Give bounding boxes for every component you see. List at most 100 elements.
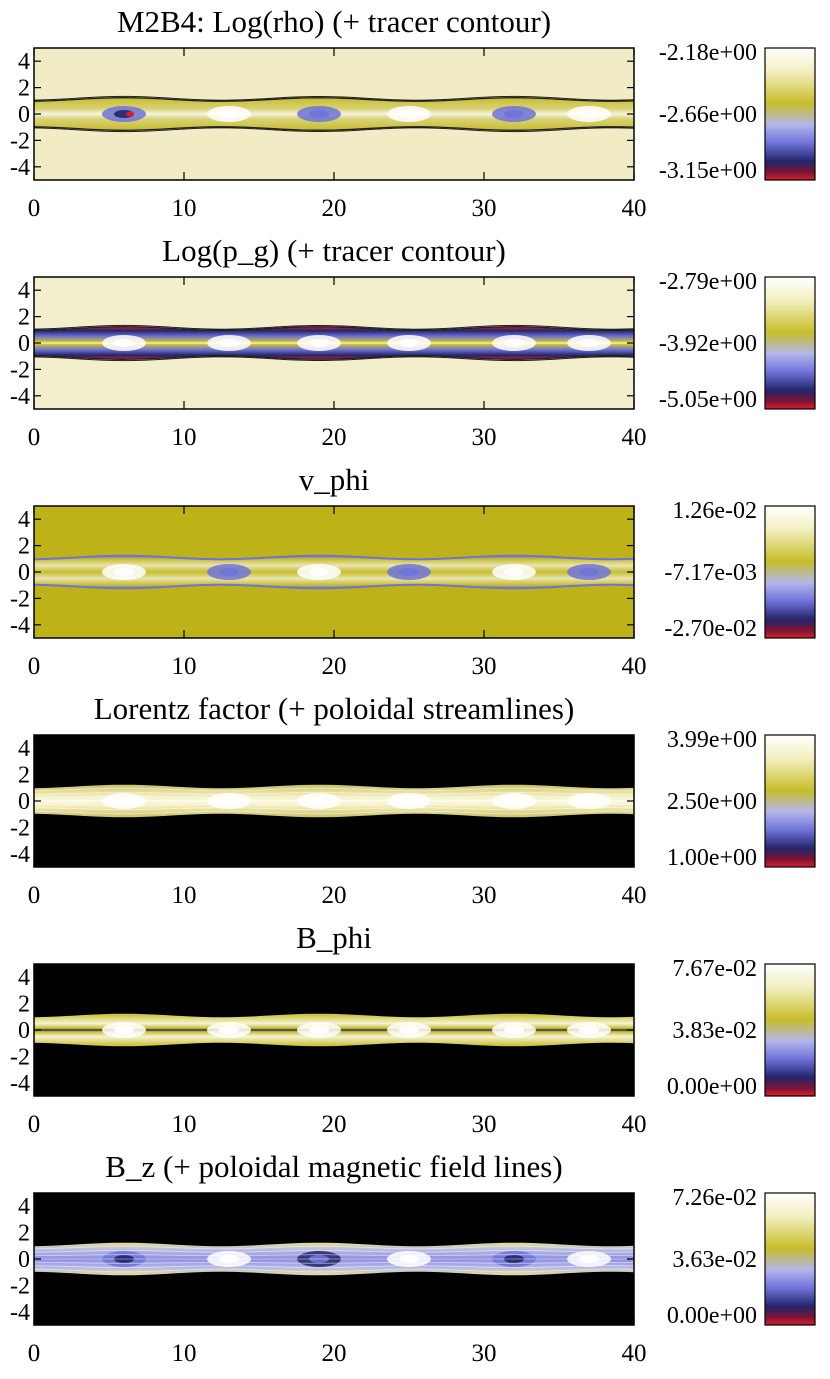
- tracer-contour-lower: [34, 126, 634, 131]
- panel-1: M2B4: Log(rho) (+ tracer contour)420-2-4…: [10, 4, 816, 222]
- streamline: [34, 1265, 634, 1268]
- jet-knot-core: [219, 568, 239, 576]
- streamline: [34, 792, 634, 795]
- jet-knot-core: [579, 110, 599, 118]
- x-tick-label: 0: [28, 1111, 41, 1138]
- y-tick-label: 0: [18, 789, 30, 815]
- colorbar: [764, 47, 816, 181]
- jet-knot-core: [504, 110, 524, 118]
- streamline: [34, 796, 634, 798]
- colorbar-label-max: 3.99e+00: [667, 727, 757, 753]
- jet-knot-core: [114, 1026, 134, 1034]
- tracer-contour-upper-2: [34, 324, 634, 330]
- y-tick-label: 0: [18, 1247, 30, 1273]
- panel-title: M2B4: Log(rho) (+ tracer contour): [117, 4, 551, 39]
- y-tick-label: 4: [18, 965, 30, 991]
- plot-area: [34, 277, 634, 409]
- x-tick-label: 30: [472, 1111, 497, 1138]
- y-tick-label: 0: [18, 331, 30, 357]
- jet-knot-core: [504, 1026, 524, 1034]
- colorbar-label-min: 0.00e+00: [667, 1074, 757, 1100]
- x-tick-label: 40: [622, 653, 647, 680]
- x-tick-label: 40: [622, 1111, 647, 1138]
- streamline: [34, 1245, 634, 1250]
- colorbar: [764, 963, 816, 1097]
- x-tick-label: 40: [622, 882, 647, 909]
- colorbar-label-max: -2.79e+00: [659, 269, 757, 295]
- jet-knot-core: [114, 339, 134, 347]
- y-tick-label: 4: [18, 736, 30, 762]
- y-tick-label: 2: [18, 1221, 30, 1247]
- x-tick-label: 20: [322, 1340, 347, 1367]
- streamline: [34, 1254, 634, 1256]
- streamline: [34, 1268, 634, 1273]
- y-tick-label: 2: [18, 534, 30, 560]
- streamline: [34, 1250, 634, 1253]
- y-tick-label: 2: [18, 992, 30, 1018]
- jet-knot-core: [399, 1026, 419, 1034]
- jet-knot-core: [219, 110, 239, 118]
- y-tick-label: -4: [10, 1071, 30, 1097]
- colorbar: [764, 276, 816, 410]
- jet-knot-core: [114, 568, 134, 576]
- x-tick-label: 0: [28, 653, 41, 680]
- y-tick-label: 4: [18, 278, 30, 304]
- panel-title: B_phi: [296, 920, 372, 955]
- plot-area: [34, 506, 634, 638]
- y-tick-label: -4: [10, 155, 30, 181]
- x-tick-label: 40: [622, 424, 647, 451]
- panel-title: v_phi: [299, 462, 370, 497]
- x-tick-label: 20: [322, 424, 347, 451]
- jet-knot-core: [504, 339, 524, 347]
- x-tick-label: 40: [622, 195, 647, 222]
- colorbar-label-min: -2.70e-02: [664, 616, 757, 642]
- jet-knot-core: [219, 1026, 239, 1034]
- jet-knot-core: [579, 568, 599, 576]
- y-tick-label: -2: [10, 357, 30, 383]
- y-tick-label: 2: [18, 76, 30, 102]
- x-tick-label: 10: [172, 882, 197, 909]
- plot-area: [34, 48, 634, 180]
- streamline: [34, 807, 634, 810]
- x-tick-label: 40: [622, 1340, 647, 1367]
- streamline: [34, 804, 634, 806]
- y-tick-label: 4: [18, 1194, 30, 1220]
- tracer-contour-upper: [34, 326, 634, 331]
- y-tick-label: 0: [18, 1018, 30, 1044]
- panel-4: Lorentz factor (+ poloidal streamlines) 4…: [10, 691, 816, 909]
- y-tick-label: -2: [10, 1044, 30, 1070]
- colorbar-label-mid: -2.66e+00: [659, 102, 757, 128]
- panel-6: B_z (+ poloidal magnetic field lines)420…: [10, 1149, 816, 1367]
- colorbar-label-mid: 3.63e-02: [672, 1247, 757, 1273]
- panel-title: B_z (+ poloidal magnetic field lines): [105, 1149, 562, 1184]
- y-tick-label: -2: [10, 1273, 30, 1299]
- colorbar-label-min: -5.05e+00: [659, 387, 757, 413]
- tracer-contour-upper-2: [34, 95, 634, 101]
- x-tick-label: 30: [472, 882, 497, 909]
- y-tick-label: 4: [18, 507, 30, 533]
- tracer-contour-lower-2: [34, 127, 634, 133]
- colorbar-label-min: 1.00e+00: [667, 845, 757, 871]
- y-tick-label: 2: [18, 305, 30, 331]
- y-tick-label: -4: [10, 613, 30, 639]
- jet-knot-core: [579, 339, 599, 347]
- x-tick-label: 0: [28, 424, 41, 451]
- colorbar-label-max: -2.18e+00: [659, 40, 757, 66]
- colorbar-label-mid: 2.50e+00: [667, 789, 757, 815]
- x-tick-label: 0: [28, 1340, 41, 1367]
- x-tick-label: 10: [172, 1111, 197, 1138]
- jet-knot-core: [504, 568, 524, 576]
- jet-knot-core: [399, 568, 419, 576]
- panel-title: Lorentz factor (+ poloidal streamlines): [94, 691, 575, 726]
- tracer-contour-lower: [34, 355, 634, 360]
- y-tick-label: -2: [10, 128, 30, 154]
- jet-knot-core: [399, 110, 419, 118]
- plot-area: [34, 1193, 634, 1325]
- tracer-contour-upper: [34, 97, 634, 102]
- streamline: [34, 810, 634, 815]
- x-tick-label: 0: [28, 882, 41, 909]
- jet-knot-core: [399, 339, 419, 347]
